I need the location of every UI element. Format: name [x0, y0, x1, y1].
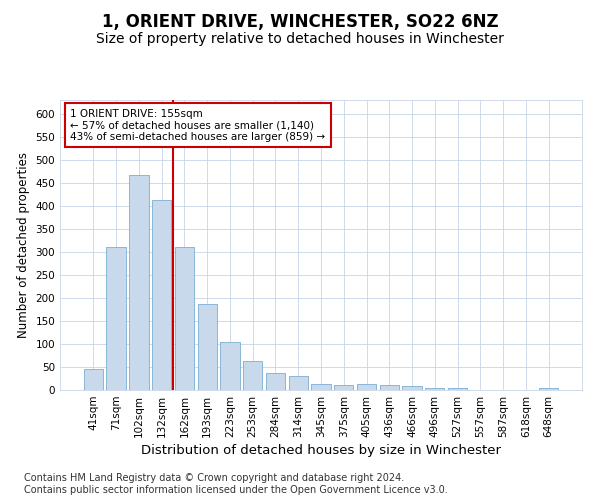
Bar	[448, 388, 467, 390]
Bar	[106, 247, 126, 390]
Text: Contains HM Land Registry data © Crown copyright and database right 2024.
Contai: Contains HM Land Registry data © Crown c…	[24, 474, 448, 495]
Bar	[380, 385, 399, 390]
Bar	[220, 342, 239, 390]
Bar	[425, 388, 445, 390]
Text: 1, ORIENT DRIVE, WINCHESTER, SO22 6NZ: 1, ORIENT DRIVE, WINCHESTER, SO22 6NZ	[101, 12, 499, 30]
Text: 1 ORIENT DRIVE: 155sqm
← 57% of detached houses are smaller (1,140)
43% of semi-: 1 ORIENT DRIVE: 155sqm ← 57% of detached…	[70, 108, 326, 142]
Bar	[403, 386, 422, 390]
Bar	[539, 388, 558, 390]
Bar	[197, 304, 217, 390]
X-axis label: Distribution of detached houses by size in Winchester: Distribution of detached houses by size …	[141, 444, 501, 457]
Bar	[129, 174, 149, 390]
Bar	[84, 370, 103, 390]
Bar	[334, 385, 353, 390]
Bar	[266, 373, 285, 390]
Text: Size of property relative to detached houses in Winchester: Size of property relative to detached ho…	[96, 32, 504, 46]
Bar	[175, 247, 194, 390]
Y-axis label: Number of detached properties: Number of detached properties	[17, 152, 30, 338]
Bar	[152, 200, 172, 390]
Bar	[243, 360, 262, 390]
Bar	[311, 384, 331, 390]
Bar	[289, 376, 308, 390]
Bar	[357, 384, 376, 390]
